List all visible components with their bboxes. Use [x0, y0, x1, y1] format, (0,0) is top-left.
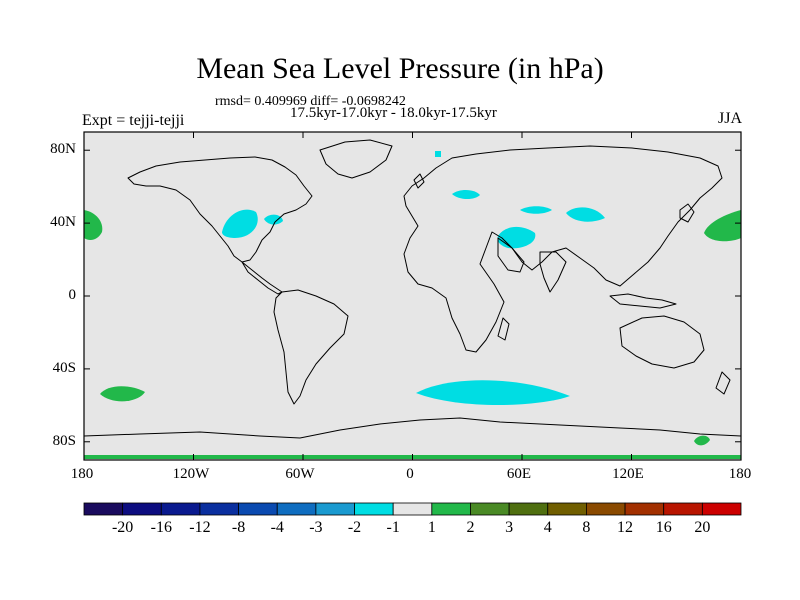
negative-anomaly-south-indian-ocean	[416, 380, 570, 405]
negative-anomaly-europe	[452, 189, 480, 200]
colorbar-swatch	[392, 502, 433, 516]
lon-label-60e: 60E	[506, 466, 532, 482]
coastline-madagascar	[497, 317, 510, 341]
lon-label-120w: 120W	[172, 466, 210, 482]
chart-title: Mean Sea Level Pressure (in hPa)	[196, 52, 604, 85]
lat-label-80s: 80S	[52, 433, 76, 449]
negative-anomaly-caspian	[520, 206, 552, 214]
lon-label-0: 0	[406, 466, 414, 482]
lat-label-80n: 80N	[50, 141, 76, 157]
colorbar-swatch	[470, 502, 510, 516]
colorbar-label: -8	[231, 519, 246, 536]
coastline-japan	[679, 203, 695, 223]
colorbar-swatch	[547, 502, 587, 516]
colorbar-swatch	[315, 502, 355, 516]
colorbar-swatch	[238, 502, 278, 516]
lon-label-120e: 120E	[612, 466, 644, 482]
positive-anomaly-south-pacific	[100, 386, 145, 402]
coastline-india	[539, 251, 567, 293]
colorbar-swatch	[663, 502, 703, 516]
colorbar-label: -2	[347, 519, 362, 536]
colorbar-label: 4	[543, 519, 552, 536]
negative-anomaly-north-america	[222, 209, 258, 238]
positive-anomaly-antarctic	[694, 435, 710, 446]
colorbar-swatch	[624, 502, 665, 516]
colorbar-label: 16	[655, 519, 672, 536]
colorbar-swatch	[122, 502, 162, 516]
colorbar-swatch	[83, 502, 124, 516]
colorbar-label: -16	[150, 519, 172, 536]
colorbar-swatch	[199, 502, 239, 516]
colorbar-label: -3	[309, 519, 323, 536]
colorbar-label: 12	[617, 519, 634, 536]
colorbar-swatch	[354, 502, 394, 516]
ocean-background	[84, 132, 741, 460]
colorbar-swatch	[586, 502, 626, 516]
colorbar-label: 1	[427, 519, 436, 536]
coastline-south-america	[273, 289, 349, 405]
colorbar-label: -4	[270, 519, 284, 536]
colorbar-label: 20	[694, 519, 711, 536]
colorbar-label: -12	[189, 519, 211, 536]
stats-line: rmsd= 0.409969 diff= -0.0698242	[215, 94, 406, 109]
colorbar-swatch	[508, 502, 549, 516]
colorbar-label: -20	[111, 519, 134, 536]
colorbar-swatch	[276, 502, 317, 516]
experiment-label: Expt = tejji-tejji	[82, 112, 185, 129]
coastline-greenland	[319, 139, 393, 179]
colorbar-label: -1	[386, 519, 400, 536]
coastline-antarctica	[83, 417, 742, 439]
negative-anomaly-central-asia	[566, 207, 605, 222]
positive-anomaly-north-pacific-east	[704, 210, 741, 242]
lat-label-0: 0	[68, 287, 77, 303]
lon-label-180w: 180	[70, 466, 94, 482]
lat-label-40s: 40S	[52, 360, 76, 376]
colorbar-swatch	[431, 502, 471, 516]
negative-anomaly-great-lakes	[264, 214, 283, 225]
lon-label-180e: 180	[728, 466, 752, 482]
positive-anomaly-north-pacific-west	[84, 210, 103, 240]
coastline-arabia	[497, 237, 525, 273]
coastline-eurasia-africa	[403, 145, 723, 353]
negative-anomaly-arctic	[435, 151, 441, 157]
lat-label-40n: 40N	[50, 214, 76, 230]
colorbar-swatch	[160, 502, 201, 516]
coastline-indonesia	[609, 293, 677, 309]
season-label: JJA	[717, 110, 742, 127]
period-line: 17.5kyr-17.0kyr - 18.0kyr-17.5kyr	[290, 105, 497, 121]
coastline-north-america	[127, 156, 313, 263]
coastline-uk	[413, 173, 425, 189]
colorbar-label: 8	[582, 519, 591, 536]
colorbar-label: 3	[505, 519, 514, 536]
colorbar-swatch	[701, 502, 742, 516]
coastline-australia	[619, 315, 705, 369]
lon-label-60w: 60W	[285, 466, 315, 482]
colorbar-label: 2	[466, 519, 475, 536]
coastline-new-zealand	[715, 371, 731, 395]
